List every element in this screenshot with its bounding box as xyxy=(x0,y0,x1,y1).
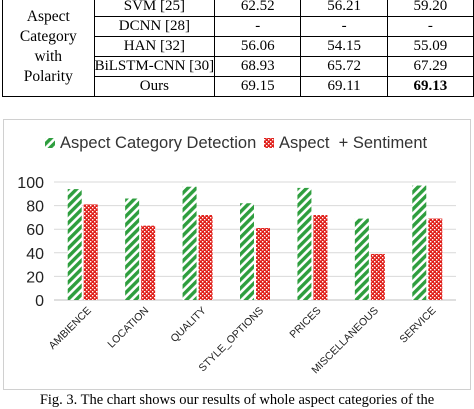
sentiment-bar xyxy=(141,225,156,300)
detection-bar xyxy=(182,186,197,300)
table-row: DCNN [28] - - - xyxy=(3,16,474,37)
model-name-cell: SVM [25] xyxy=(93,0,216,17)
sentiment-bar xyxy=(256,228,270,300)
results-table: Aspect Category with Polarity SVM [25] 62.52 5… xyxy=(2,0,474,97)
legend-label: Aspect + Sentiment xyxy=(279,134,428,152)
x-category-label: PRICES xyxy=(287,305,323,341)
score-cell: 65.72 xyxy=(300,56,388,77)
model-name-cell: HAN [32] xyxy=(93,36,216,57)
detection-bar xyxy=(297,187,312,300)
score-cell: 59.20 xyxy=(386,0,474,17)
y-tick-label: 80 xyxy=(26,199,44,216)
detection-bar xyxy=(67,189,82,300)
figure-caption: Fig. 3. The chart shows our results of w… xyxy=(39,392,435,408)
table-row: HAN [32] 56.06 54.15 55.09 xyxy=(3,36,474,57)
score-cell: - xyxy=(300,16,388,37)
score-cell: 56.06 xyxy=(214,36,302,57)
group-label-line: with xyxy=(34,47,63,65)
group-label-line: Polarity xyxy=(23,67,73,85)
x-category-label: AMBIENCE xyxy=(47,305,94,352)
detection-bar xyxy=(354,218,369,300)
sentiment-bar xyxy=(313,215,328,300)
group-label-cell: Aspect Category with Polarity xyxy=(2,0,95,97)
sentiment-bar xyxy=(198,215,213,300)
model-name-cell: Ours xyxy=(93,76,216,97)
group-label-line: Aspect xyxy=(26,7,70,25)
score-cell: 69.13 xyxy=(386,76,474,97)
model-name-cell: DCNN [28] xyxy=(93,16,216,37)
sentiment-bar xyxy=(370,253,385,300)
bar-chart: 0 20 40 60 80 100 AMBIENCE LOCATION QUALITYSTYLE… xyxy=(17,134,456,376)
detection-bar xyxy=(412,185,427,300)
score-cell: - xyxy=(386,16,474,37)
legend-swatch-sentiment xyxy=(264,138,274,148)
group-label-line: Category xyxy=(19,27,77,45)
score-cell: 69.11 xyxy=(300,76,388,97)
x-category-label: SERVICE xyxy=(397,305,438,346)
table-row: Aspect Category with Polarity SVM [25] 62.52 5… xyxy=(2,0,474,97)
sentiment-bar xyxy=(83,204,98,300)
score-cell: 67.29 xyxy=(386,56,474,77)
legend-label: Aspect Category Detection xyxy=(60,134,256,152)
x-category-label: LOCATION xyxy=(105,305,151,351)
score-cell: 54.15 xyxy=(300,36,388,57)
y-tick-label: 0 xyxy=(35,293,44,310)
model-name-cell: BiLSTM-CNN [30] xyxy=(93,56,216,77)
y-tick-label: 60 xyxy=(26,222,44,239)
score-cell: 62.52 xyxy=(214,0,302,17)
x-category-label: QUALITY xyxy=(168,305,208,345)
y-tick-label: 100 xyxy=(17,175,44,192)
table-row: Ours 69.15 69.11 69.13 xyxy=(3,76,474,97)
score-cell: 68.93 xyxy=(214,56,302,77)
detection-bar xyxy=(240,203,254,300)
score-cell: 69.15 xyxy=(214,76,302,97)
y-tick-label: 20 xyxy=(26,269,44,286)
score-cell: - xyxy=(214,16,302,37)
y-tick-label: 40 xyxy=(26,246,44,263)
detection-bar xyxy=(125,198,140,300)
score-cell: 55.09 xyxy=(386,36,474,57)
x-category-label: STYLE_OPTIONS xyxy=(197,305,267,375)
score-cell: 56.21 xyxy=(300,0,388,17)
legend-swatch-detection xyxy=(45,138,55,148)
sentiment-bar xyxy=(428,218,443,300)
results-table-region: Aspect Category with Polarity SVM [25] 62.52 5… xyxy=(0,0,474,98)
